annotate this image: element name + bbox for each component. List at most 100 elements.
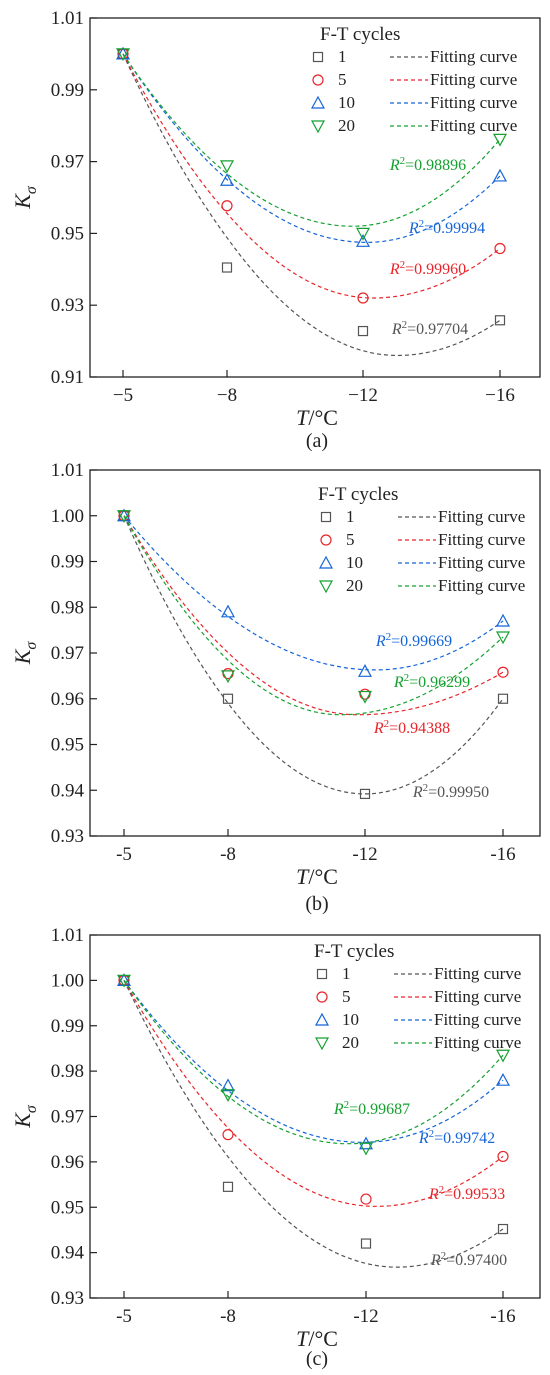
r2-label-20: R2=0.99687 [333,1099,410,1118]
data-point-1 [360,1238,372,1249]
fit-curve-10 [122,53,501,244]
y-tick-label: 0.97 [51,152,84,173]
legend-marker-10 [314,1012,330,1026]
data-point-1 [497,693,509,704]
x-tick-label: −12 [348,385,378,406]
plot-frame [89,17,541,378]
panel-caption: (a) [306,430,328,452]
x-tick-label: −5 [113,385,133,406]
y-tick-label: 0.98 [51,1061,84,1082]
legend-marker-20 [314,1037,330,1051]
y-axis-title: Kσ [10,1104,40,1129]
panel-caption: (c) [306,1348,328,1370]
data-point-20 [220,1089,236,1102]
fit-curve-10 [123,980,504,1144]
data-point-1 [359,788,371,800]
legend-fit-label: Fitting curve [430,70,517,89]
fit-curve-10 [123,515,504,671]
legend-series-name: 5 [342,987,351,1006]
legend-series-name: 10 [346,553,363,572]
data-point-10 [219,173,235,186]
y-tick-label: 0.97 [51,643,84,664]
legend-marker-1 [320,511,332,523]
legend-marker-20 [318,580,334,594]
y-tick-label: 1.01 [51,8,84,29]
x-axis-title: T/°C [296,864,338,889]
legend-series-name: 1 [346,507,355,526]
legend-series-name: 1 [342,964,351,983]
data-point-10 [355,234,371,247]
data-point-20 [116,510,132,524]
fit-curve-1 [123,515,504,795]
y-tick-label: 0.93 [51,295,84,316]
legend-fit-label: Fitting curve [430,116,517,135]
r2-label-10: R2=0.99994 [408,218,485,237]
data-point-20 [219,160,235,174]
y-tick-label: 0.95 [51,223,84,244]
data-point-1 [497,1223,509,1235]
data-point-10 [495,1072,511,1086]
r2-label-1: R2=0.97400 [430,1250,507,1269]
legend-marker-1 [312,51,324,63]
x-tick-label: −16 [485,385,515,406]
legend-series-name: 20 [342,1033,359,1052]
legend-title: F-T cycles [320,24,400,45]
data-point-1 [494,315,506,326]
y-tick-label: 0.94 [51,1243,85,1264]
legend: F-T cycles 1 Fitting curve 5 Fitting curve 10… [318,484,525,595]
data-point-5 [221,200,233,212]
x-tick-label: -12 [352,844,377,865]
y-tick-label: 0.96 [51,689,84,710]
x-tick-label: -16 [490,844,515,865]
y-tick-label: 0.96 [51,1152,84,1173]
y-tick-label: 0.93 [51,826,84,847]
r2-label-20: R2=0.98896 [389,155,466,174]
data-point-20 [357,690,373,704]
legend-marker-10 [310,95,326,109]
y-tick-label: 0.99 [51,1016,84,1037]
legend-fit-label: Fitting curve [438,530,525,549]
x-tick-label: -16 [490,1306,515,1327]
data-point-20 [220,670,236,684]
y-tick-label: 0.99 [51,80,84,101]
r2-label-5: R2=0.94388 [373,718,450,737]
legend-fit-label: Fitting curve [434,987,521,1006]
r2-label-5: R2=0.99960 [389,259,466,278]
fit-curve-1 [123,980,504,1268]
legend-marker-1 [316,968,328,980]
legend-fit-label: Fitting curve [430,93,517,112]
legend-marker-10 [318,555,334,569]
data-point-20 [358,1142,374,1156]
data-point-10 [357,664,373,677]
legend-title: F-T cycles [314,941,394,962]
data-point-1 [221,262,233,273]
legend-marker-5 [316,991,328,1003]
x-tick-label: -5 [116,1306,132,1327]
data-point-20 [495,631,511,645]
data-point-5 [357,292,369,304]
data-point-20 [116,974,132,988]
y-tick-label: 1.01 [51,460,84,481]
legend-series-name: 5 [338,70,347,89]
x-tick-label: -12 [353,1306,378,1327]
legend-series-name: 10 [342,1010,359,1029]
data-point-5 [494,242,506,255]
x-tick-label: -5 [116,844,132,865]
data-point-10 [220,1078,236,1092]
legend-series-name: 5 [346,530,355,549]
data-point-20 [355,227,371,241]
y-tick-label: 0.94 [51,780,85,801]
legend-marker-20 [310,120,326,134]
r2-label-10: R2=0.99742 [418,1128,495,1147]
legend: F-T cycles 1 Fitting curve 5 Fitting curve 10… [314,941,521,1052]
x-axis-title: T/°C [296,1326,338,1351]
r2-label-1: R2=0.99950 [412,782,489,801]
data-point-10 [495,613,511,627]
data-point-1 [222,1181,234,1192]
legend-fit-label: Fitting curve [438,507,525,526]
legend-fit-label: Fitting curve [434,1033,521,1052]
chart-panel-3: 0.93 0.94 0.95 0.96 0.97 0.98 0.99 1.00 1.01 -5 -8… [10,925,541,1370]
legend-series-name: 20 [346,576,363,595]
x-tick-label: -8 [220,1306,236,1327]
